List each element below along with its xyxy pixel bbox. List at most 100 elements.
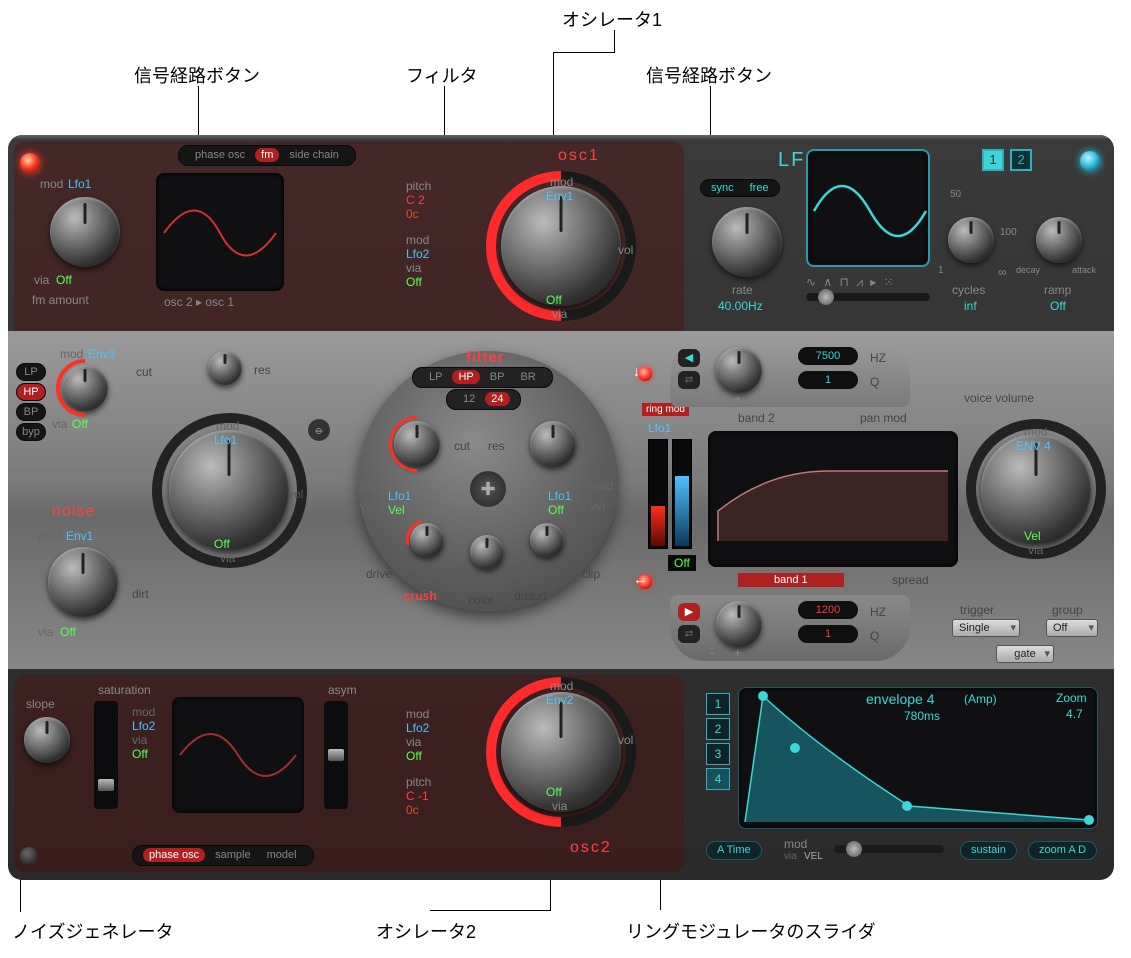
pf-bp[interactable]: BP (16, 403, 46, 421)
osc2-pitch-note[interactable]: C -1 (406, 789, 429, 803)
env-atime[interactable]: A Time (706, 841, 762, 860)
saturation-slider[interactable] (94, 701, 118, 809)
filter-res-knob[interactable] (530, 421, 576, 467)
lfo-wave-slider-track[interactable] (806, 293, 930, 301)
env-time[interactable]: 780ms (904, 709, 940, 723)
band2-q[interactable]: 1 (798, 371, 858, 389)
osc1-via-val[interactable]: Off (406, 275, 422, 289)
band1-q[interactable]: 1 (798, 625, 858, 643)
lfo-cycles-knob[interactable] (948, 217, 994, 263)
fm-route[interactable]: osc 2 ▸ osc 1 (164, 295, 234, 309)
filter-color-knob[interactable] (470, 535, 504, 569)
fm-tab-phaseosc[interactable]: phase osc (189, 148, 251, 162)
lfo-wave-shapes[interactable]: ∿ ∧ ⊓ ⩘ ▸ ⁙ (806, 275, 896, 290)
filter-distort-knob[interactable] (530, 523, 564, 557)
filter-crush-label[interactable]: crush (404, 589, 437, 603)
band1-link-icon[interactable]: ⮂ (678, 625, 700, 643)
osc2-via-val[interactable]: Off (406, 749, 422, 763)
env-tab-4[interactable]: 4 (706, 768, 730, 790)
fm-tab-fm[interactable]: fm (255, 148, 279, 162)
ringmod-off[interactable]: Off (668, 555, 696, 571)
fm-mod-src[interactable]: Lfo1 (68, 177, 91, 191)
osc1-vol-knob[interactable] (501, 186, 621, 306)
signal-path-left-icon[interactable]: ⦵ (308, 419, 330, 441)
lfo-wave-display[interactable] (806, 149, 930, 267)
osc2-knob-via-val[interactable]: Off (546, 785, 562, 799)
pf-cut-knob[interactable] (62, 365, 108, 411)
band2-pm[interactable]: - + (710, 391, 750, 406)
ringmod-slider-track[interactable] (648, 439, 668, 549)
lfo-free[interactable]: free (744, 181, 775, 195)
prefilter-type-buttons[interactable]: LP HP BP byp (16, 363, 46, 441)
pf-big-via-val[interactable]: Off (214, 537, 230, 551)
env-via-src[interactable]: VEL (804, 851, 823, 862)
env-zoom-val[interactable]: 4.7 (1066, 707, 1083, 721)
group-select[interactable]: Off (1046, 619, 1098, 637)
lfo-tab-1[interactable]: 1 (982, 149, 1004, 171)
env-tabs[interactable]: 1 2 3 4 (706, 693, 730, 793)
lfo-rate-knob[interactable] (712, 207, 782, 277)
pf-via-val[interactable]: Off (72, 417, 88, 431)
pf-hp[interactable]: HP (16, 383, 46, 401)
osc2-knob-mod-src[interactable]: Env2 (546, 693, 573, 707)
gate-button[interactable]: gate (996, 645, 1054, 663)
signal-path-right-led[interactable] (638, 367, 652, 381)
filter-distort-label[interactable]: distort (514, 589, 547, 603)
fs-24[interactable]: 24 (485, 392, 509, 406)
filter-right-src[interactable]: Lfo1 (548, 489, 571, 503)
power-wave2[interactable] (20, 847, 38, 865)
band2-enable-icon[interactable]: ◀ (678, 349, 700, 367)
env-tab-3[interactable]: 3 (706, 743, 730, 765)
env-tab-2[interactable]: 2 (706, 718, 730, 740)
band1-pm[interactable]: - + (710, 645, 750, 660)
ft-bp[interactable]: BP (484, 370, 511, 384)
fm-tab-sidechain[interactable]: side chain (283, 148, 345, 162)
w2-mod-src[interactable]: Lfo2 (132, 719, 155, 733)
lfo-tabs[interactable]: 1 2 (982, 149, 1035, 171)
osc1-knob-mod-src[interactable]: Env1 (546, 189, 573, 203)
filter-left-src[interactable]: Lfo1 (388, 489, 411, 503)
w2-tab-model[interactable]: model (261, 848, 303, 862)
osc1-pitch-note[interactable]: C 2 (406, 193, 425, 207)
ft-br[interactable]: BR (514, 370, 541, 384)
env-zoom-ad[interactable]: zoom A D (1028, 841, 1097, 860)
band1-knob[interactable] (716, 601, 762, 647)
pf-big-mod-src[interactable]: Lfo1 (214, 433, 237, 447)
w2-tab-phase[interactable]: phase osc (143, 848, 205, 862)
lfo-rate-val[interactable]: 40.00Hz (718, 299, 763, 313)
voice-mod-src[interactable]: ENV 4 (1016, 439, 1051, 453)
fm-tabs[interactable]: phase osc fm side chain (178, 145, 356, 166)
ringmod-src[interactable]: Lfo1 (648, 421, 671, 435)
band2-knob[interactable] (716, 347, 762, 393)
filter-slopes[interactable]: 12 24 (446, 389, 521, 410)
pf-byp[interactable]: byp (16, 423, 46, 441)
osc1-knob-via-val[interactable]: Off (546, 293, 562, 307)
env-sustain[interactable]: sustain (960, 841, 1017, 860)
pf-vol-knob[interactable] (169, 430, 289, 550)
asym-slider[interactable] (324, 701, 348, 809)
pf-res-knob[interactable] (208, 351, 242, 385)
slope-knob[interactable] (24, 717, 70, 763)
osc1-mod-src[interactable]: Lfo2 (406, 247, 429, 261)
osc2-mod-src[interactable]: Lfo2 (406, 721, 429, 735)
filter-left-via[interactable]: Vel (388, 503, 405, 517)
trigger-select[interactable]: Single (952, 619, 1020, 637)
lfo-tab-2[interactable]: 2 (1010, 149, 1032, 171)
lfo-cycles-val[interactable]: inf (964, 299, 977, 313)
lfo-ramp-knob[interactable] (1036, 217, 1082, 263)
fm-waveform-display[interactable] (156, 173, 284, 291)
osc2-pitch-cents[interactable]: 0c (406, 803, 419, 817)
env-mod-slider[interactable] (834, 845, 944, 853)
pf-lp[interactable]: LP (16, 363, 46, 381)
voice-via-val[interactable]: Vel (1024, 529, 1041, 543)
w2-tabs[interactable]: phase osc sample model (132, 845, 314, 866)
noise-dirt-knob[interactable] (48, 547, 118, 617)
band1-hz[interactable]: 1200 (798, 601, 858, 619)
lfo-ramp-val[interactable]: Off (1050, 299, 1066, 313)
filter-types[interactable]: LP HP BP BR (412, 367, 553, 388)
noise-mod-src[interactable]: Env1 (66, 529, 93, 543)
ft-hp[interactable]: HP (452, 370, 479, 384)
ringmod-slider2-track[interactable] (672, 439, 692, 549)
power-led-lfo[interactable] (1080, 151, 1100, 171)
filter-drive-knob[interactable] (410, 523, 444, 557)
